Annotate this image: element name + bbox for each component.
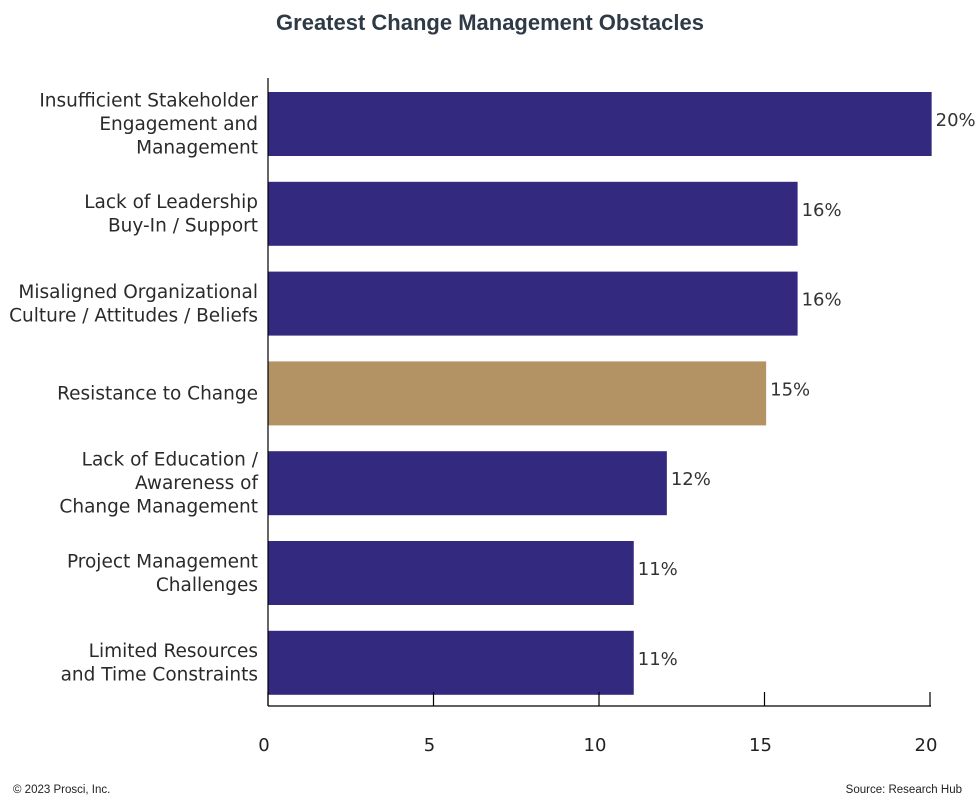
x-tick-label: 0 [258, 735, 269, 756]
bar [268, 271, 798, 336]
value-label: 16% [802, 200, 842, 221]
x-tick-label: 15 [749, 735, 772, 756]
bar [268, 541, 634, 605]
source-text: Source: Research Hub [845, 784, 962, 796]
category-label: Limited Resources and Time Constraints [61, 641, 258, 686]
bars-layer [268, 92, 932, 695]
category-label: Lack of Leadership Buy-In / Support [84, 192, 258, 237]
category-label: Misaligned Organizational Culture / Attit… [9, 282, 258, 327]
x-tick-label: 20 [915, 735, 938, 756]
copyright-text: © 2023 Prosci, Inc. [13, 784, 111, 796]
category-label: Resistance to Change [57, 383, 258, 404]
value-label: 12% [671, 469, 711, 490]
value-label: 20% [936, 110, 976, 131]
x-tick-label: 5 [424, 735, 435, 756]
category-label: Project Management Challenges [67, 551, 258, 596]
bar [268, 451, 667, 516]
chart-title: Greatest Change Management Obstacles [276, 10, 704, 35]
x-tick-label: 10 [584, 735, 607, 756]
bar [268, 361, 767, 426]
category-label: Lack of Education / Awareness of Change Ma… [59, 450, 258, 518]
value-labels: 20% 16% 16% 15% 12% 11% 11% [638, 110, 976, 670]
bar [268, 181, 798, 246]
axes: 0 5 10 15 20 [258, 78, 937, 756]
category-label: Insufficient Stakeholder Engagement and Ma… [39, 91, 258, 159]
value-label: 11% [638, 559, 678, 580]
bar [268, 92, 932, 156]
value-label: 16% [802, 290, 842, 311]
category-labels: Insufficient Stakeholder Engagement and Ma… [9, 91, 259, 686]
value-label: 15% [770, 379, 810, 400]
value-label: 11% [638, 649, 678, 670]
bar [268, 630, 634, 695]
